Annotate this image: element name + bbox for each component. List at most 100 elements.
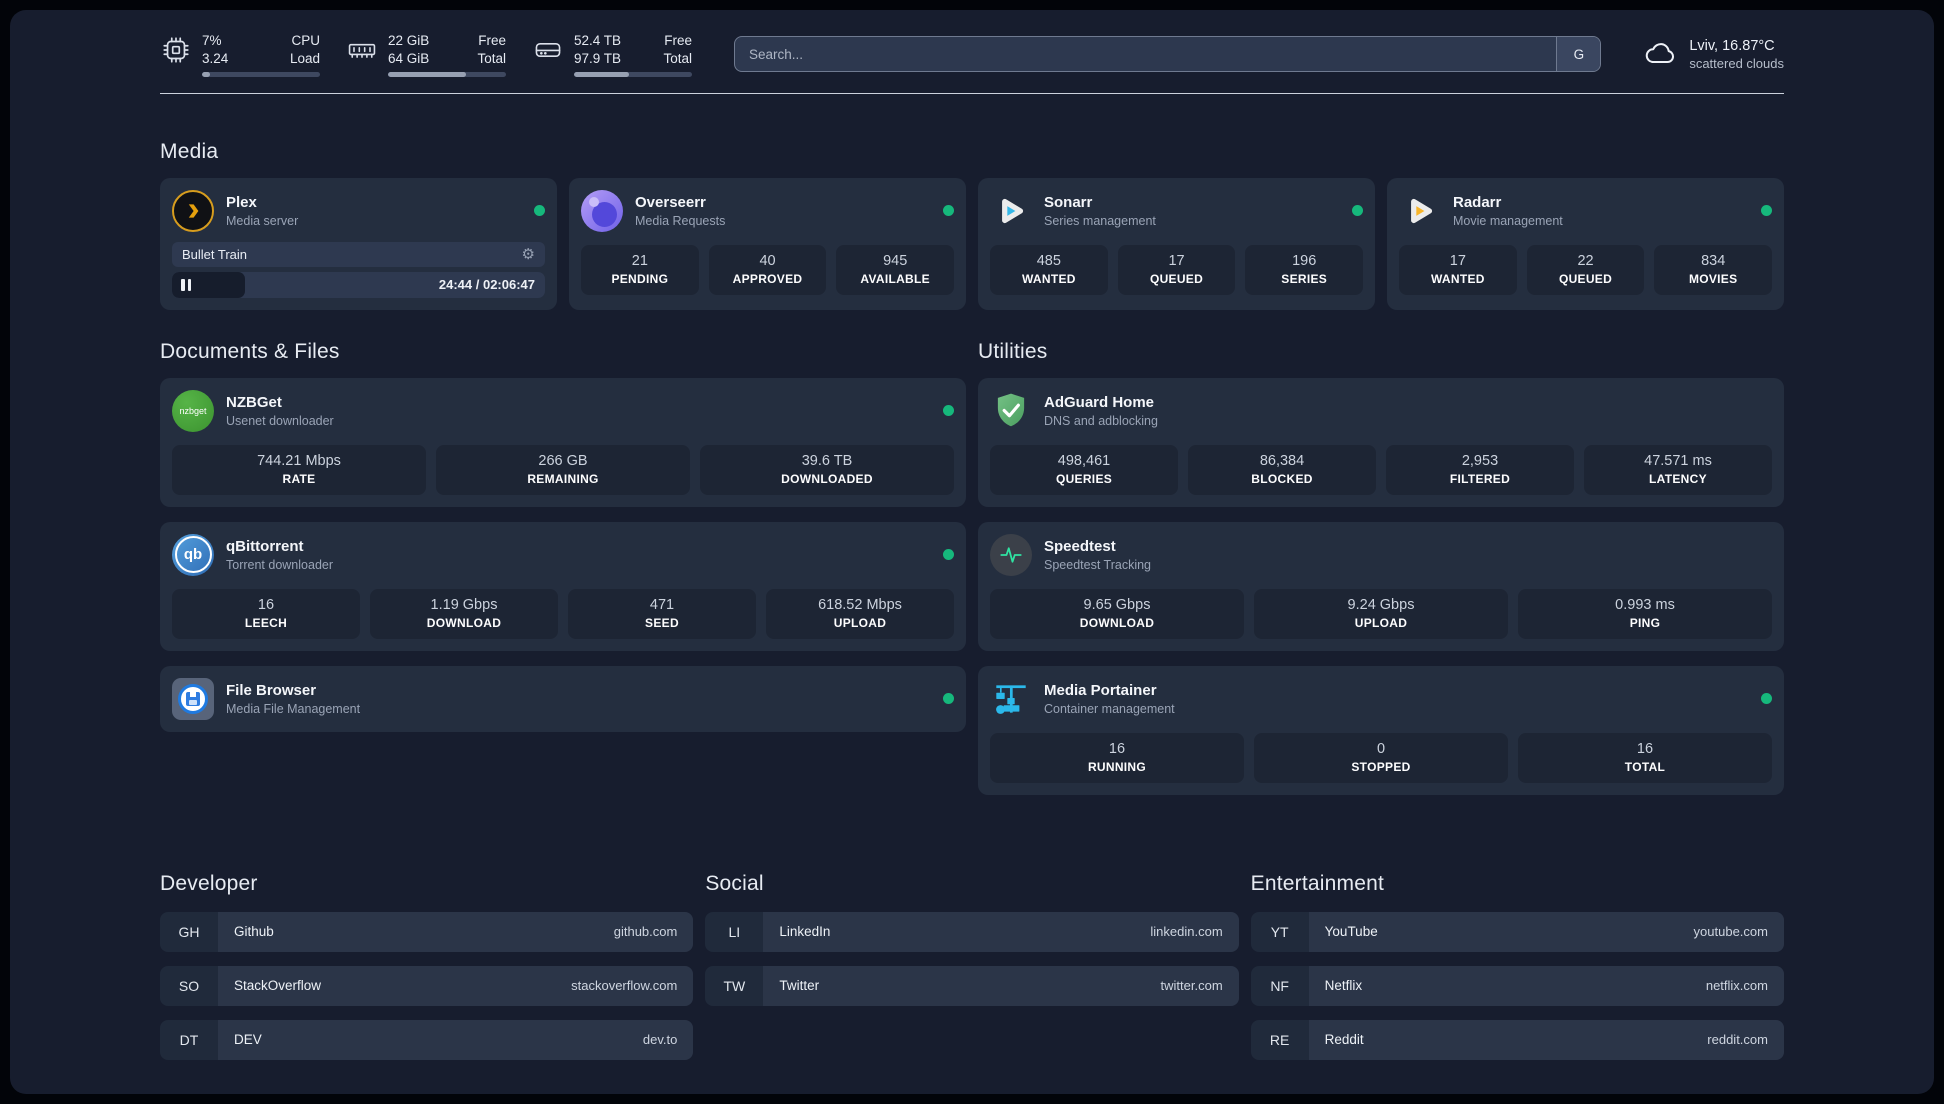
stat-approved: 40 APPROVED [708,244,827,295]
speedtest-icon [990,533,1032,576]
bookmark-name: Netflix [1324,978,1363,994]
app-card-portainer[interactable]: Media Portainer Container management 16 … [978,665,1784,795]
app-card-adguard[interactable]: AdGuard Home DNS and adblocking 498,461 … [978,377,1784,507]
now-playing-title: Bullet Train [182,246,248,262]
app-title: Plex [226,193,257,211]
app-card-sonarr[interactable]: Sonarr Series management 485 WANTED 17 Q… [978,177,1375,310]
stat-download: 9.65 Gbps DOWNLOAD [990,588,1244,639]
stat-filtered: 2,953 FILTERED [1386,444,1574,495]
top-bar: 7% 3.24 CPU Load [10,10,1934,77]
cloud-icon [1646,43,1675,64]
weather-condition: scattered clouds [1689,55,1784,71]
app-subtitle: Media Requests [635,213,726,228]
app-subtitle: Torrent downloader [226,557,334,572]
bookmark-netflix[interactable]: NF Netflix netflix.com [1250,965,1784,1006]
header-divider [160,92,1784,94]
bookmark-name: Github [234,924,274,940]
app-card-overseerr[interactable]: Overseerr Media Requests 21 PENDING 40 A… [569,177,966,310]
sonarr-icon [990,190,1032,232]
app-title: Sonarr [1044,193,1093,211]
system-stats: 7% 3.24 CPU Load [160,32,692,77]
app-card-speedtest[interactable]: Speedtest Speedtest Tracking 9.65 Gbps D… [978,521,1784,651]
bookmark-url: stackoverflow.com [571,978,678,994]
app-subtitle: Media server [226,213,299,228]
nzbget-icon: nzbget [172,389,214,432]
bookmark-reddit[interactable]: RE Reddit reddit.com [1250,1019,1784,1060]
cpu-icon [163,36,189,63]
app-subtitle: DNS and adblocking [1044,413,1158,428]
bookmark-url: youtube.com [1693,924,1768,940]
bookmark-stackoverflow[interactable]: SO StackOverflow stackoverflow.com [160,965,694,1006]
app-title: AdGuard Home [1044,393,1155,411]
stat-available: 945 AVAILABLE [836,244,955,295]
bookmark-url: github.com [613,924,678,940]
app-title: File Browser [226,681,317,699]
stat-queued: 17 QUEUED [1117,244,1236,295]
bookmark-youtube[interactable]: YT YouTube youtube.com [1250,911,1784,952]
app-card-qbittorrent[interactable]: qb qBittorrent Torrent downloader 16 LEE… [160,521,966,651]
stat-running: 16 RUNNING [990,732,1244,783]
weather-widget: Lviv, 16.87°C scattered clouds [1643,36,1784,72]
section-title-documents: Documents & Files [160,339,340,363]
cpu-progress [202,72,320,77]
bookmark-abbr: SO [160,965,218,1006]
bookmark-abbr: GH [160,911,218,952]
playback-progress[interactable]: 24:44 / 02:06:47 [172,271,545,298]
app-title: Media Portainer [1044,681,1157,699]
disk-progress [574,72,692,77]
status-dot [943,549,954,561]
app-subtitle: Media File Management [226,701,361,716]
status-dot [943,405,954,417]
bookmark-url: reddit.com [1707,1032,1768,1048]
gear-icon[interactable]: ⚙ [521,245,535,263]
playback-time: 24:44 / 02:06:47 [438,276,535,292]
adguard-icon [990,390,1032,432]
bookmark-abbr: YT [1250,911,1309,952]
bookmark-linkedin[interactable]: LI LinkedIn linkedin.com [705,911,1239,952]
cpu-stat: 7% 3.24 CPU Load [160,32,320,77]
stat-stopped: 0 STOPPED [1254,732,1508,783]
search-bar: G [734,36,1602,73]
app-card-plex[interactable]: Plex Media server Bullet Train ⚙ 24:44 /… [160,177,557,310]
app-subtitle: Series management [1044,213,1156,228]
app-subtitle: Movie management [1453,213,1563,228]
status-dot [1352,205,1363,217]
filebrowser-icon [172,677,214,720]
search-engine-button[interactable]: G [1556,37,1601,72]
status-dot [1761,693,1772,705]
bookmark-github[interactable]: GH Github github.com [160,911,694,952]
stat-seed: 471 SEED [568,588,756,639]
stat-upload: 9.24 Gbps UPLOAD [1254,588,1508,639]
stat-upload: 618.52 Mbps UPLOAD [766,588,954,639]
stat-rate: 744.21 Mbps RATE [172,444,426,495]
ram-labels: Free Total [477,33,506,66]
section-title-social: Social [705,871,764,895]
bookmark-name: Twitter [779,978,820,994]
app-card-filebrowser[interactable]: File Browser Media File Management [160,665,966,732]
section-title-utilities: Utilities [978,339,1048,363]
bookmark-dev[interactable]: DT DEV dev.to [160,1019,694,1060]
status-dot [1761,205,1772,217]
bookmark-url: dev.to [642,1032,678,1048]
stat-queries: 498,461 QUERIES [990,444,1178,495]
qbittorrent-icon: qb [172,533,214,576]
app-title: qBittorrent [226,537,304,555]
bookmark-url: netflix.com [1705,978,1768,994]
bookmark-twitter[interactable]: TW Twitter twitter.com [705,965,1239,1006]
app-card-nzbget[interactable]: nzbget NZBGet Usenet downloader 744.21 M… [160,377,966,507]
section-title-media: Media [160,139,219,163]
disk-icon [535,42,561,57]
app-title: Overseerr [635,193,706,211]
search-input[interactable] [735,37,1557,72]
disk-stat: 52.4 TB 97.9 TB Free Total [532,32,692,77]
bookmark-name: Reddit [1324,1032,1364,1048]
status-dot [943,693,954,705]
bookmark-abbr: LI [705,911,764,952]
stat-latency: 47.571 ms LATENCY [1584,444,1772,495]
bookmark-name: YouTube [1324,924,1378,940]
stat-ping: 0.993 ms PING [1518,588,1772,639]
overseerr-icon [581,189,623,232]
app-card-radarr[interactable]: Radarr Movie management 17 WANTED 22 QUE… [1387,177,1784,310]
section-title-developer: Developer [160,871,258,895]
bookmark-abbr: NF [1250,965,1309,1006]
